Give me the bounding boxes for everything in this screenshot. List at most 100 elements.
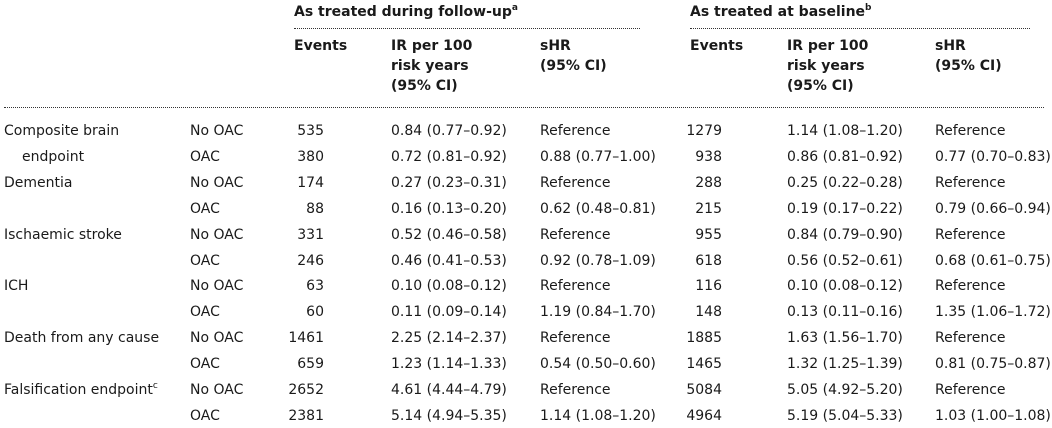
cell-fu-ir: 0.16 (0.13–0.20) [391, 201, 507, 217]
cell-fu-ir: 0.11 (0.09–0.14) [391, 304, 507, 320]
cell-fu-shr: 0.62 (0.48–0.81) [540, 201, 656, 217]
cell-fu-shr: Reference [540, 382, 611, 398]
cell-group: OAC [190, 253, 220, 269]
cell-bl-shr: Reference [935, 123, 1006, 139]
cell-group: OAC [190, 149, 220, 165]
cell-fu-shr: 1.14 (1.08–1.20) [540, 408, 656, 424]
col-header-shr-fu: sHR (95% CI) [540, 38, 607, 74]
cell-bl-shr: 0.81 (0.75–0.87) [935, 356, 1051, 372]
cell-fu-events: 331 [297, 227, 324, 243]
col-header-events-bl: Events [690, 38, 744, 54]
cell-group: No OAC [190, 382, 244, 398]
cell-fu-events: 659 [297, 356, 324, 372]
cell-group: No OAC [190, 227, 244, 243]
cell-bl-ir: 0.86 (0.81–0.92) [787, 149, 903, 165]
cell-bl-shr: Reference [935, 227, 1006, 243]
cell-fu-events: 174 [297, 175, 324, 191]
cell-bl-shr: 0.79 (0.66–0.94) [935, 201, 1051, 217]
cell-fu-shr: Reference [540, 278, 611, 294]
cell-fu-ir: 0.27 (0.23–0.31) [391, 175, 507, 191]
cell-bl-events: 1885 [686, 330, 722, 346]
cell-bl-ir: 0.84 (0.79–0.90) [787, 227, 903, 243]
cell-group: OAC [190, 408, 220, 424]
row-outcome-label: Falsification endpointc [4, 381, 158, 399]
cell-bl-events: 148 [695, 304, 722, 320]
cell-bl-events: 116 [695, 278, 722, 294]
cell-bl-events: 938 [695, 149, 722, 165]
cell-fu-events: 1461 [288, 330, 324, 346]
cell-bl-events: 1465 [686, 356, 722, 372]
cell-group: No OAC [190, 175, 244, 191]
cell-bl-events: 215 [695, 201, 722, 217]
cell-fu-events: 246 [297, 253, 324, 269]
cell-fu-shr: 1.19 (0.84–1.70) [540, 304, 656, 320]
col-header-ir-fu: IR per 100 risk years (95% CI) [391, 38, 473, 94]
cell-bl-shr: 0.68 (0.61–0.75) [935, 253, 1051, 269]
cell-bl-shr: 1.35 (1.06–1.72) [935, 304, 1051, 320]
col-header-events-fu: Events [294, 38, 348, 54]
cell-fu-ir: 4.61 (4.44–4.79) [391, 382, 507, 398]
group-header-follow-up: As treated during follow-upa [294, 3, 518, 21]
cell-fu-shr: 0.54 (0.50–0.60) [540, 356, 656, 372]
cell-fu-ir: 5.14 (4.94–5.35) [391, 408, 507, 424]
cell-bl-ir: 0.10 (0.08–0.12) [787, 278, 903, 294]
cell-bl-shr: 0.77 (0.70–0.83) [935, 149, 1051, 165]
cell-fu-shr: 0.88 (0.77–1.00) [540, 149, 656, 165]
cell-group: No OAC [190, 278, 244, 294]
cell-bl-shr: Reference [935, 278, 1006, 294]
group-divider-baseline [690, 28, 1030, 29]
cell-fu-events: 60 [306, 304, 324, 320]
group-header-baseline: As treated at baselineb [690, 3, 872, 21]
col-header-ir-bl: IR per 100 risk years (95% CI) [787, 38, 869, 94]
cell-group: OAC [190, 201, 220, 217]
cell-fu-shr: Reference [540, 227, 611, 243]
cell-group: No OAC [190, 123, 244, 139]
cell-fu-events: 2652 [288, 382, 324, 398]
row-outcome-label: Composite brain [4, 123, 120, 139]
cell-fu-ir: 0.10 (0.08–0.12) [391, 278, 507, 294]
cell-fu-events: 535 [297, 123, 324, 139]
row-outcome-label: Ischaemic stroke [4, 227, 122, 243]
cell-bl-shr: Reference [935, 330, 1006, 346]
cell-bl-ir: 1.32 (1.25–1.39) [787, 356, 903, 372]
cell-fu-ir: 2.25 (2.14–2.37) [391, 330, 507, 346]
header-divider [4, 107, 1044, 108]
row-outcome-label: Dementia [4, 175, 73, 191]
cell-bl-events: 4964 [686, 408, 722, 424]
cell-fu-ir: 0.46 (0.41–0.53) [391, 253, 507, 269]
cell-bl-events: 288 [695, 175, 722, 191]
cell-bl-ir: 0.13 (0.11–0.16) [787, 304, 903, 320]
cell-bl-ir: 1.63 (1.56–1.70) [787, 330, 903, 346]
cell-bl-ir: 0.25 (0.22–0.28) [787, 175, 903, 191]
cell-bl-shr: 1.03 (1.00–1.08) [935, 408, 1051, 424]
cell-group: OAC [190, 356, 220, 372]
row-outcome-label: Death from any cause [4, 330, 160, 346]
cell-group: No OAC [190, 330, 244, 346]
cell-fu-ir: 0.72 (0.81–0.92) [391, 149, 507, 165]
row-outcome-label: endpoint [22, 149, 85, 165]
cell-fu-shr: Reference [540, 123, 611, 139]
cell-fu-shr: Reference [540, 175, 611, 191]
cell-fu-events: 380 [297, 149, 324, 165]
cell-bl-events: 5084 [686, 382, 722, 398]
cell-fu-events: 2381 [288, 408, 324, 424]
cell-bl-events: 955 [695, 227, 722, 243]
cell-bl-ir: 1.14 (1.08–1.20) [787, 123, 903, 139]
row-outcome-label: ICH [4, 278, 29, 294]
cell-fu-ir: 0.52 (0.46–0.58) [391, 227, 507, 243]
cell-fu-events: 63 [306, 278, 324, 294]
cell-fu-shr: 0.92 (0.78–1.09) [540, 253, 656, 269]
cell-bl-events: 1279 [686, 123, 722, 139]
cell-fu-ir: 0.84 (0.77–0.92) [391, 123, 507, 139]
cell-bl-ir: 0.19 (0.17–0.22) [787, 201, 903, 217]
cell-bl-events: 618 [695, 253, 722, 269]
cell-bl-shr: Reference [935, 175, 1006, 191]
cell-group: OAC [190, 304, 220, 320]
cell-fu-shr: Reference [540, 330, 611, 346]
cell-bl-ir: 0.56 (0.52–0.61) [787, 253, 903, 269]
group-divider-follow-up [294, 28, 640, 29]
cell-fu-events: 88 [306, 201, 324, 217]
cell-fu-ir: 1.23 (1.14–1.33) [391, 356, 507, 372]
cell-bl-shr: Reference [935, 382, 1006, 398]
